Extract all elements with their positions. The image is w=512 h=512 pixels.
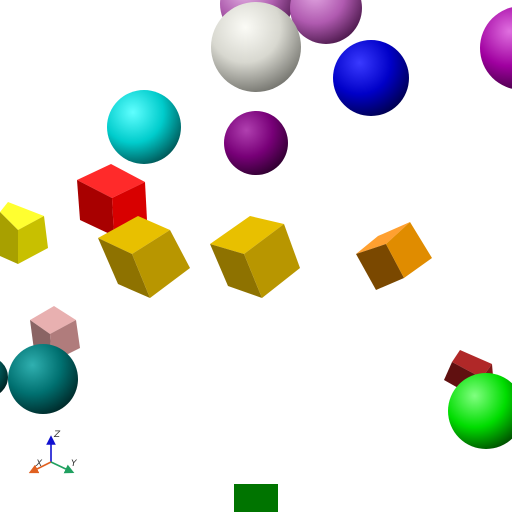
orchid-sphere-top [290,0,362,44]
green-cube-bottom [234,484,278,512]
blue-sphere [333,40,409,116]
axes-orientation-widget: Z X Y [28,430,78,474]
x-axis-arrow [28,461,52,474]
gold-cube-center-left [98,216,190,298]
orange-cube [356,222,432,290]
x-axis-label: X [35,459,43,469]
gold-cube-center [210,216,300,298]
y-axis-label: Y [71,459,78,469]
green-sphere [448,373,512,449]
y-axis-arrow [50,461,75,474]
teal-sphere [8,344,78,414]
cyan-sphere [107,90,181,164]
z-axis-label: Z [53,430,61,440]
dark-purple-sphere [224,111,288,175]
white-sphere [211,2,301,92]
magenta-sphere-right [480,7,512,89]
teal-sphere-edge [0,361,8,393]
yellow-cube-left [0,202,48,264]
